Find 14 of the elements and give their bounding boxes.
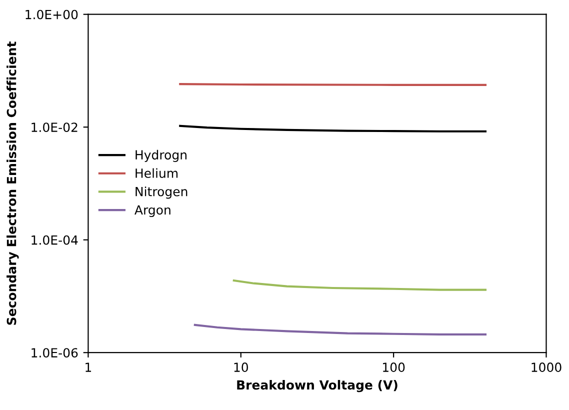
y-axis-title: Secondary Electron Emission Coefficient: [6, 42, 19, 325]
x-tick-label: 100: [383, 362, 405, 372]
legend-label: Argon: [134, 205, 170, 218]
x-tick-label: 10: [234, 362, 248, 372]
x-axis-title: Breakdown Voltage (V): [237, 380, 398, 392]
y-tick-label: 1.0E-04: [32, 235, 78, 245]
y-tick-label: 1.0E-06: [32, 348, 78, 358]
y-tick-label: 1.0E+00: [26, 10, 78, 20]
legend-label: Helium: [136, 168, 178, 178]
x-tick-label: 1000: [532, 362, 562, 372]
x-tick-label: 1: [86, 362, 92, 372]
legend-label: Hydrogn: [136, 150, 186, 162]
legend-label: Nitrogen: [136, 186, 188, 199]
y-tick-label: 1.0E-02: [32, 122, 78, 132]
